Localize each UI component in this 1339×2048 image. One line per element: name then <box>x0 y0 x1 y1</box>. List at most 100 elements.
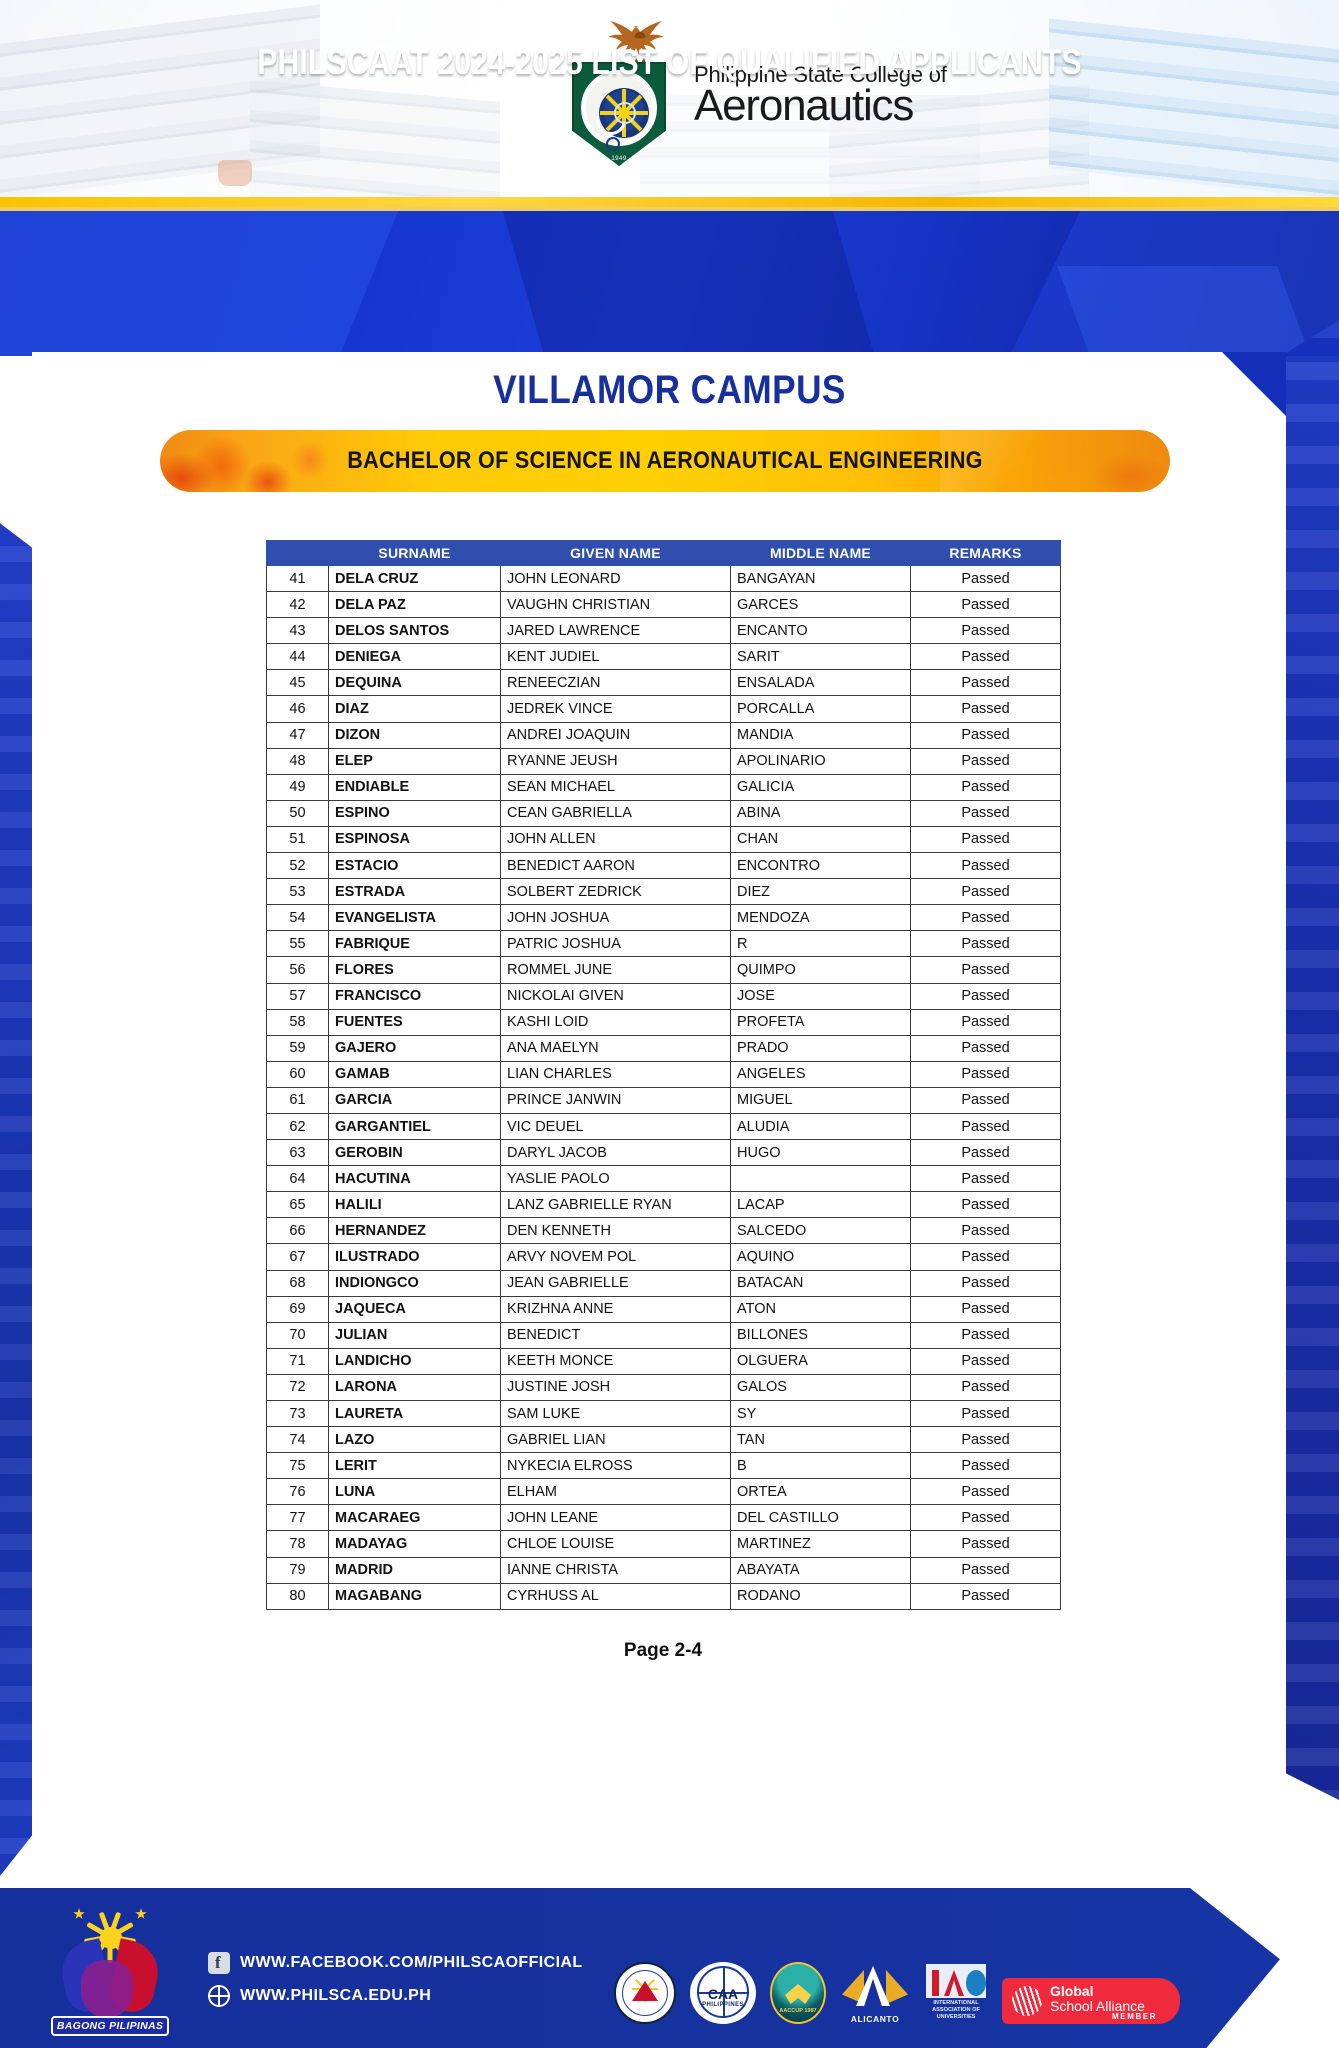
cell-surname: JULIAN <box>328 1321 501 1349</box>
cell-remarks: Passed <box>910 930 1061 958</box>
cell-number: 50 <box>266 799 329 827</box>
cell-middle-name: PRADO <box>730 1034 911 1062</box>
cell-number: 51 <box>266 825 329 854</box>
table-row: 66 HERNANDEZ DEN KENNETH SALCEDO Passed <box>266 1217 1061 1245</box>
cell-middle-name: OLGUERA <box>730 1347 911 1375</box>
cell-given-name: NICKOLAI GIVEN <box>500 982 731 1010</box>
cell-remarks: Passed <box>910 1478 1061 1506</box>
cell-given-name: JOHN ALLEN <box>500 825 731 854</box>
cell-surname: MAGABANG <box>328 1582 501 1610</box>
cell-surname: HERNANDEZ <box>328 1217 501 1245</box>
cell-middle-name: GALOS <box>730 1373 911 1402</box>
table-row: 51 ESPINOSA JOHN ALLEN CHAN Passed <box>266 825 1061 854</box>
campus-building-center <box>640 95 980 200</box>
cell-surname: LAZO <box>328 1426 501 1454</box>
cell-surname: GEROBIN <box>328 1139 501 1167</box>
cell-given-name: CHLOE LOUISE <box>500 1530 731 1558</box>
gsa-line3: MEMBER <box>1112 2012 1158 2021</box>
cell-given-name: JEDREK VINCE <box>500 695 731 723</box>
table-row: 55 FABRIQUE PATRIC JOSHUA R Passed <box>266 930 1061 958</box>
table-row: 64 HACUTINA YASLIE PAOLO Passed <box>266 1165 1061 1193</box>
cell-middle-name: JOSE <box>730 982 911 1010</box>
table-row: 60 GAMAB LIAN CHARLES ANGELES Passed <box>266 1060 1061 1088</box>
website-url[interactable]: WWW.PHILSCA.EDU.PH <box>240 1987 432 2004</box>
cell-middle-name: PROFETA <box>730 1008 911 1036</box>
cell-remarks: Passed <box>910 1243 1061 1271</box>
cell-given-name: ANDREI JOAQUIN <box>500 721 731 749</box>
cell-middle-name: SY <box>730 1399 911 1428</box>
cell-surname: HALILI <box>328 1191 501 1219</box>
cell-remarks: Passed <box>910 617 1061 645</box>
banner-shape-1 <box>0 211 427 356</box>
cell-middle-name: PORCALLA <box>730 695 911 723</box>
cell-given-name: SAM LUKE <box>500 1399 731 1428</box>
cell-middle-name: ENSALADA <box>730 669 911 697</box>
swoosh-center <box>81 1960 133 2018</box>
applicants-table: SURNAME GIVEN NAME MIDDLE NAME REMARKS 4… <box>266 540 1061 1610</box>
table-row: 42 DELA PAZ VAUGHN CHRISTIAN GARCES Passed <box>266 591 1061 619</box>
cell-middle-name: ANGELES <box>730 1060 911 1088</box>
cell-middle-name: BATACAN <box>730 1269 911 1297</box>
cell-number: 78 <box>266 1530 329 1558</box>
cell-given-name: RENEECZIAN <box>500 669 731 697</box>
cell-surname: HACUTINA <box>328 1165 501 1193</box>
table-row: 74 LAZO GABRIEL LIAN TAN Passed <box>266 1426 1061 1454</box>
ched-seal-icon <box>614 1962 676 2024</box>
cell-number: 53 <box>266 878 329 906</box>
cell-number: 62 <box>266 1112 329 1141</box>
cell-middle-name: BANGAYAN <box>730 564 911 593</box>
cell-surname: GARCIA <box>328 1086 501 1114</box>
header-photo-band: 1949 Philippine State College of Aeronau… <box>0 0 1339 200</box>
cell-remarks: Passed <box>910 1504 1061 1532</box>
table-row: 52 ESTACIO BENEDICT AARON ENCONTRO Passed <box>266 852 1061 880</box>
banner-shape-4 <box>1057 266 1321 356</box>
cell-middle-name: AQUINO <box>730 1243 911 1271</box>
cell-given-name: ANA MAELYN <box>500 1034 731 1062</box>
cell-given-name: GABRIEL LIAN <box>500 1426 731 1454</box>
cell-number: 52 <box>266 852 329 880</box>
cell-given-name: LIAN CHARLES <box>500 1060 731 1088</box>
facebook-url[interactable]: WWW.FACEBOOK.COM/PHILSCAOFFICIAL <box>240 1954 583 1971</box>
cell-number: 67 <box>266 1243 329 1271</box>
flame-decor-left <box>160 430 370 492</box>
cell-surname: ILUSTRADO <box>328 1243 501 1271</box>
institution-logo-lockup: 1949 Philippine State College of Aeronau… <box>494 14 947 166</box>
table-row: 59 GAJERO ANA MAELYN PRADO Passed <box>266 1034 1061 1062</box>
cell-given-name: JARED LAWRENCE <box>500 617 731 645</box>
caa-sublabel: PHILIPPINES <box>702 2002 744 2008</box>
cell-surname: LAURETA <box>328 1399 501 1428</box>
column-header-number <box>266 540 329 566</box>
cell-surname: LERIT <box>328 1452 501 1480</box>
cell-remarks: Passed <box>910 695 1061 723</box>
cell-given-name: JUSTINE JOSH <box>500 1373 731 1402</box>
cell-given-name: JOHN JOSHUA <box>500 904 731 932</box>
cell-middle-name: APOLINARIO <box>730 747 911 775</box>
cell-middle-name: B <box>730 1452 911 1480</box>
table-row: 72 LARONA JUSTINE JOSH GALOS Passed <box>266 1373 1061 1402</box>
cell-number: 61 <box>266 1086 329 1114</box>
cell-number: 41 <box>266 564 329 593</box>
cell-middle-name: DEL CASTILLO <box>730 1504 911 1532</box>
website-row[interactable]: WWW.PHILSCA.EDU.PH <box>208 1985 583 2007</box>
cell-remarks: Passed <box>910 1582 1061 1610</box>
cell-surname: DELA PAZ <box>328 591 501 619</box>
gold-divider-shadow <box>0 207 1339 211</box>
cell-remarks: Passed <box>910 1426 1061 1454</box>
cell-surname: FRANCISCO <box>328 982 501 1010</box>
facebook-row[interactable]: WWW.FACEBOOK.COM/PHILSCAOFFICIAL <box>208 1952 583 1974</box>
cell-remarks: Passed <box>910 904 1061 932</box>
cell-given-name: LANZ GABRIELLE RYAN <box>500 1191 731 1219</box>
table-row: 80 MAGABANG CYRHUSS AL RODANO Passed <box>266 1582 1061 1610</box>
cell-remarks: Passed <box>910 956 1061 984</box>
cell-number: 70 <box>266 1321 329 1349</box>
cell-number: 66 <box>266 1217 329 1245</box>
table-row: 67 ILUSTRADO ARVY NOVEM POL AQUINO Passed <box>266 1243 1061 1271</box>
sun-icon <box>83 1910 137 1964</box>
cell-given-name: NYKECIA ELROSS <box>500 1452 731 1480</box>
cell-remarks: Passed <box>910 799 1061 827</box>
cell-number: 56 <box>266 956 329 984</box>
cell-given-name: JOHN LEANE <box>500 1504 731 1532</box>
cell-remarks: Passed <box>910 1347 1061 1375</box>
cell-remarks: Passed <box>910 1295 1061 1323</box>
